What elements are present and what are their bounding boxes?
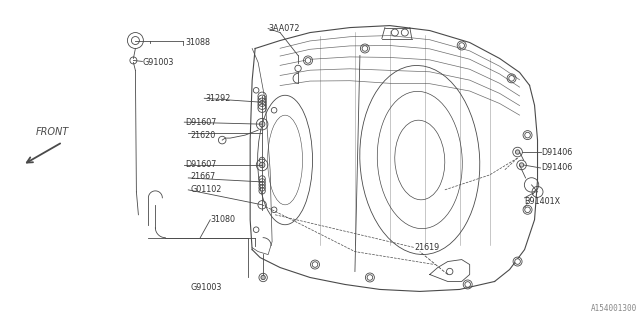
Circle shape	[362, 46, 368, 51]
Text: 21667: 21667	[190, 172, 216, 181]
Circle shape	[515, 150, 520, 154]
Text: D91607: D91607	[186, 118, 217, 127]
Circle shape	[520, 163, 524, 167]
Text: 31088: 31088	[186, 38, 211, 47]
Text: 21620: 21620	[190, 131, 216, 140]
Text: D91607: D91607	[186, 160, 217, 170]
Circle shape	[465, 282, 470, 287]
Circle shape	[259, 121, 265, 127]
Circle shape	[525, 207, 531, 212]
Text: G91003: G91003	[190, 283, 221, 292]
Circle shape	[509, 76, 515, 81]
Circle shape	[515, 259, 520, 264]
Circle shape	[305, 58, 311, 63]
Circle shape	[459, 43, 465, 48]
Text: 3AA072: 3AA072	[268, 24, 300, 33]
Text: A154001300: A154001300	[591, 304, 637, 313]
Circle shape	[367, 275, 372, 280]
Text: 31292: 31292	[205, 94, 230, 103]
Text: D91406: D91406	[541, 164, 573, 172]
Text: 21619: 21619	[415, 243, 440, 252]
Circle shape	[525, 132, 531, 138]
Circle shape	[312, 262, 318, 267]
Circle shape	[259, 162, 265, 168]
Text: 31080: 31080	[210, 215, 236, 224]
Text: G91003: G91003	[142, 58, 174, 67]
Text: D91406: D91406	[541, 148, 573, 156]
Text: B91401X: B91401X	[525, 197, 561, 206]
Text: FRONT: FRONT	[36, 127, 69, 137]
Circle shape	[261, 275, 266, 280]
Text: G01102: G01102	[190, 185, 221, 194]
